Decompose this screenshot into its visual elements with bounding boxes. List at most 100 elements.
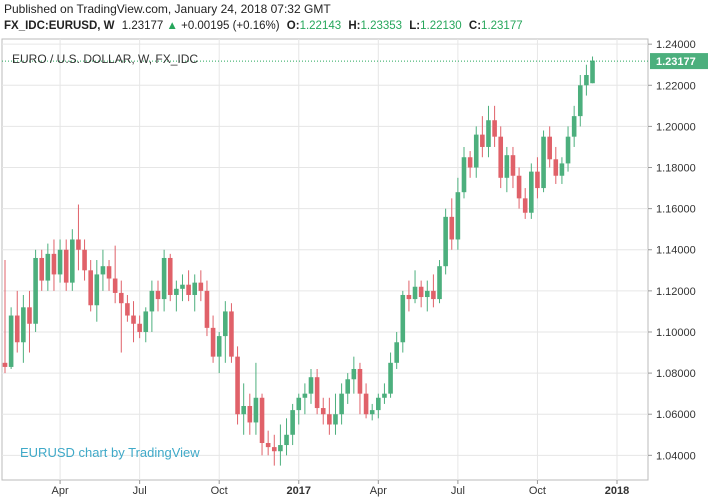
high-value: 1.23353 [360,20,403,32]
candle-body [45,253,51,281]
x-tick-label: 2018 [605,485,629,497]
candle-body [363,393,369,415]
triangle-up-icon: ▲ [166,20,178,32]
candle-body [345,379,351,394]
candle-body [174,288,179,295]
candle-body [278,445,283,452]
candle-body [223,311,228,337]
open-value: 1.22143 [299,20,342,32]
candle-body [137,323,142,332]
candle-body [308,377,314,394]
candle-body [314,377,320,409]
candle-body [369,410,375,415]
candle-body [180,284,185,289]
candlestick-chart[interactable]: 1.24000 1.22000 1.20000 1.18000 1.16000 1.140… [0,38,709,498]
candle-body [271,447,277,452]
candle-body [431,290,436,300]
candle-body [449,216,455,240]
plot-border [1,38,649,481]
candle-body [131,315,136,324]
y-tick-label: 1.16000 [656,204,696,216]
candle-body [486,120,491,147]
candle-body [461,157,467,193]
candle-body [210,327,216,357]
candle-body [284,434,289,446]
symbol: FX_IDC:EURUSD, W [4,20,115,32]
candle-body [529,171,534,213]
x-tick-label: Oct [529,485,546,497]
x-tick-label: 2017 [287,485,311,497]
x-tick-label: Jul [451,485,465,497]
x-tick-label: Apr [52,485,69,497]
candle-body [388,362,393,394]
close-value: 1.23177 [481,20,523,32]
published-text: Published on TradingView.com, January 24… [4,2,331,16]
candle-body [125,303,130,316]
candle-body [437,266,442,300]
candle-body [27,307,32,324]
candle-body [167,257,173,295]
candle-body [229,311,234,357]
y-tick-label: 1.20000 [656,121,696,133]
candle-body [535,171,540,189]
candle-body [186,284,191,295]
candle-body [296,397,302,411]
candle-body [216,336,222,357]
candle-body [357,368,363,394]
candle-body [235,356,240,415]
candle-body [33,257,38,324]
y-tick-label: 1.12000 [656,286,696,298]
candle-body [253,397,259,423]
open-label: O: [286,20,300,32]
candle-body [418,286,424,298]
y-tick-label: 1.18000 [656,163,696,175]
candle-body [565,136,571,164]
candle-body [82,249,87,271]
y-tick-label: 1.04000 [656,450,696,462]
x-tick-label: Apr [370,485,387,497]
candle-body [118,292,124,304]
candle-body [510,155,516,176]
candle-body [2,362,8,367]
quote-bar: FX_IDC:EURUSD, W 1.23177 ▲ +0.00195 (+0.… [4,20,523,32]
candle-body [204,290,210,328]
candle-body [76,239,81,250]
candle-body [100,266,106,275]
candle-body [443,216,448,267]
candle-body [143,311,149,332]
x-tick-label: Oct [211,485,228,497]
candle-body [112,278,118,293]
candle-body [382,393,387,398]
high-label: H: [348,20,361,32]
watermark: EURUSD chart by TradingView [20,445,200,460]
candle-body [492,120,497,137]
y-tick-label: 1.14000 [656,245,696,257]
candle-body [571,116,577,137]
candle-body [473,134,479,168]
candle-body [467,157,473,168]
y-tick-label: 1.06000 [656,409,696,421]
candle-body [394,342,399,363]
candle-body [161,257,167,300]
candle-body [504,155,510,178]
candle-body [522,198,528,213]
last-price-tag [650,53,708,70]
low-value: 1.22130 [420,20,462,32]
candle-body [339,393,344,415]
x-tick-label: Jul [133,485,147,497]
candle-body [320,408,326,415]
candle-body [480,134,485,147]
last-price-tag-label: 1.23177 [656,56,696,68]
candle-body [541,136,546,189]
y-tick-label: 1.24000 [656,39,696,51]
candle-body [192,282,198,295]
candle-body [302,393,308,398]
change-value: +0.00195 (+0.16%) [181,20,280,32]
candle-body [241,405,246,415]
candle-body [8,315,14,367]
last-price: 1.23177 [121,20,164,32]
candle-body [498,136,504,178]
low-label: L: [409,20,421,32]
candle-body [577,85,583,117]
candle-body [376,397,381,411]
